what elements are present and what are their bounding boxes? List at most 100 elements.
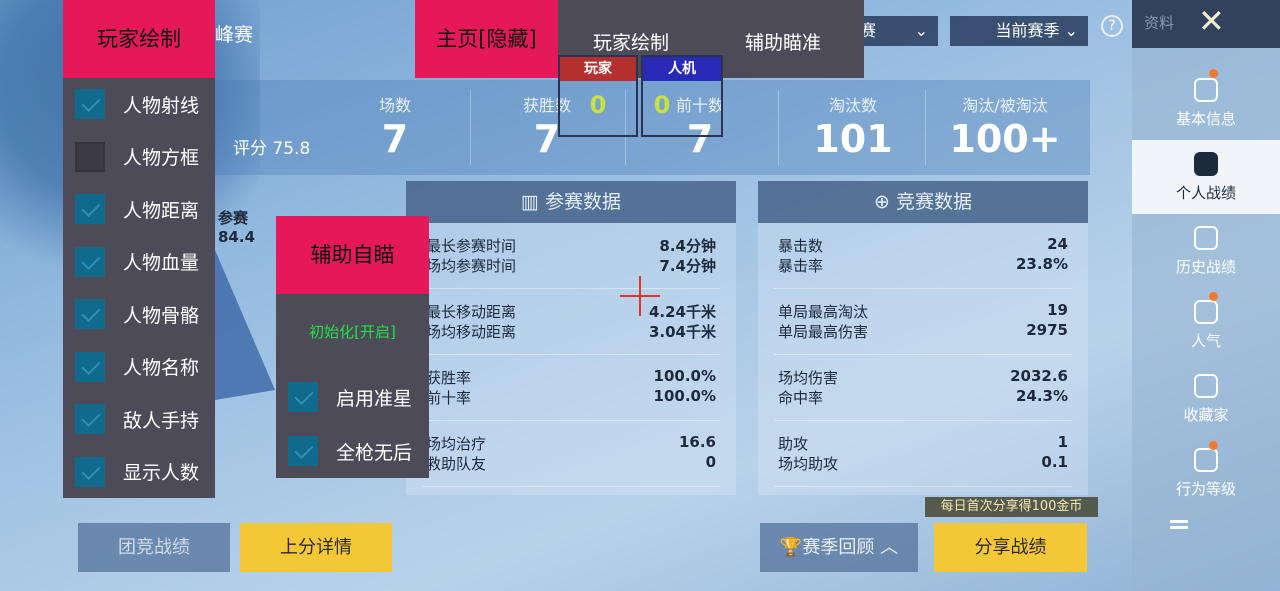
season-dropdown[interactable]: 当前赛季 ⌄ [950, 16, 1088, 46]
stat-value: 7 [686, 117, 714, 161]
chevron-down-icon: ⌄ [914, 21, 928, 40]
stat-name: 单局最高伤害 [778, 323, 869, 341]
sidebar-icon [1194, 226, 1218, 250]
stat-name: 场均移动距离 [426, 323, 517, 341]
toggle-5[interactable]: 人物骨骼 [63, 288, 215, 341]
stat-value: 0.1 [1041, 453, 1068, 471]
stat-value: 100.0% [653, 387, 716, 405]
stat-name: 单局最高淘汰 [778, 303, 869, 321]
esp-menu-title[interactable]: 玩家绘制 [63, 0, 215, 78]
bot-counter: 人机 0 [641, 55, 723, 137]
home-hide-button[interactable]: 主页[隐藏] [415, 0, 558, 78]
share-badge: 每日首次分享得100金币 [925, 497, 1098, 517]
rating: 评分 75.8 [233, 139, 311, 159]
crosshair-icon [639, 276, 641, 316]
stat-value: 7.4分钟 [659, 257, 716, 275]
stat-row: 场均治疗 16.6 救助队友 0 [422, 421, 720, 487]
sidebar-icon [1194, 152, 1218, 176]
stat-name: 命中率 [778, 389, 824, 407]
stat-value: 2032.6 [1010, 367, 1068, 385]
rank-details-button[interactable]: 上分详情 [240, 523, 392, 572]
stat-value: 19 [1047, 301, 1068, 319]
stat-row: 场均伤害 2032.6 命中率 24.3% [774, 355, 1072, 421]
toggle-label: 敌人手持 [123, 409, 200, 432]
stat-name: 最长参赛时间 [426, 237, 517, 255]
toggle-7[interactable]: 敌人手持 [63, 393, 215, 446]
sidebar-item-2[interactable]: 个人战绩 [1132, 140, 1280, 214]
menu-icon[interactable] [1170, 520, 1188, 529]
toggle-8[interactable]: 显示人数 [63, 446, 215, 499]
stat-name: 暴击率 [778, 257, 824, 275]
close-icon[interactable]: ✕ [1198, 2, 1225, 40]
stat-name: 获胜率 [426, 369, 472, 387]
chevron-down-icon: ⌄ [1064, 21, 1078, 40]
stat-row: 最长移动距离 4.24千米 场均移动距离 3.04千米 [422, 289, 720, 355]
stat-value: 2975 [1026, 321, 1068, 339]
checkbox[interactable] [75, 246, 105, 277]
stat-name: 最长移动距离 [426, 303, 517, 321]
aim-status: 初始化[开启] [309, 323, 396, 341]
toggle-1[interactable]: 启用准星 [276, 370, 429, 424]
stat-row: 单局最高淘汰 19 单局最高伤害 2975 [774, 289, 1072, 355]
stat-value: 1 [1057, 433, 1068, 451]
radar-label: 参赛 84.4 [218, 209, 256, 246]
checkbox[interactable] [75, 194, 105, 225]
tab-esp[interactable]: 玩家绘制 [593, 32, 670, 54]
checkbox[interactable] [75, 299, 105, 330]
stat-row: 最长参赛时间 8.4分钟 场均参赛时间 7.4分钟 [422, 223, 720, 289]
sidebar-item-4[interactable]: 人气 [1132, 288, 1280, 362]
aim-menu: 辅助自瞄 初始化[开启] 启用准星 全枪无后 [276, 216, 429, 478]
mode-dropdown-label: 赛 [860, 21, 877, 40]
checkbox[interactable] [75, 89, 105, 120]
stat-name: 前十率 [426, 389, 472, 407]
share-button[interactable]: 分享战绩 [934, 523, 1087, 572]
toggle-2[interactable]: 人物方框 [63, 131, 215, 184]
crosshair-icon: ⊕ [874, 191, 890, 213]
stat-row: 助攻 1 场均助攻 0.1 [774, 421, 1072, 487]
stat-value: 23.8% [1015, 255, 1068, 273]
stat-value: 3.04千米 [648, 323, 716, 341]
sidebar-icon [1194, 374, 1218, 398]
checkbox[interactable] [75, 456, 105, 487]
sidebar-item-5[interactable]: 收藏家 [1132, 362, 1280, 436]
tab-aim[interactable]: 辅助瞄准 [745, 32, 822, 54]
mode-title: 峰赛 [215, 24, 254, 46]
checkbox[interactable] [288, 436, 318, 466]
toggle-2[interactable]: 全枪无后 [276, 424, 429, 478]
stat-value: 8.4分钟 [659, 237, 716, 255]
stat-name: 场均助攻 [778, 455, 839, 473]
sidebar-item-1[interactable]: 基本信息 [1132, 66, 1280, 140]
checkbox[interactable] [75, 351, 105, 382]
participation-panel: ▥ 参赛数据 最长参赛时间 8.4分钟 场均参赛时间 7.4分钟 最长移动距离 4.24千… [406, 181, 736, 495]
stat-name: 救助队友 [426, 455, 487, 473]
bar-chart-icon: ▥ [520, 191, 539, 213]
aim-menu-title[interactable]: 辅助自瞄 [276, 216, 429, 294]
stat-value: 24.3% [1015, 387, 1068, 405]
toggle-label: 人物距离 [123, 199, 200, 222]
stat-name: 助攻 [778, 435, 809, 453]
toggle-4[interactable]: 人物血量 [63, 236, 215, 289]
sidebar-item-6[interactable]: 行为等级 [1132, 436, 1280, 510]
checkbox[interactable] [288, 382, 318, 412]
stat-value: 0 [705, 453, 716, 471]
competition-panel: ⊕ 竞赛数据 暴击数 24 暴击率 23.8% 单局最高淘汰 19 单局最高伤害 2975 场均… [758, 181, 1088, 495]
toggle-label: 人物血量 [123, 252, 200, 275]
toggle-1[interactable]: 人物射线 [63, 78, 215, 131]
season-review-button[interactable]: 🏆赛季回顾 ︿ [760, 523, 918, 572]
trophy-icon: 🏆 [779, 537, 803, 558]
stat-name: 场均治疗 [426, 435, 487, 453]
checkbox[interactable] [75, 404, 105, 435]
toggle-label: 人物骨骼 [123, 304, 200, 327]
toggle-label: 显示人数 [123, 462, 200, 485]
stat-value: 24 [1047, 235, 1068, 253]
mode-dropdown[interactable]: 赛 ⌄ [850, 16, 938, 46]
question-icon[interactable]: ? [1101, 15, 1123, 37]
stats-band: 评分 75.8 场数 7 获胜数 7 前十数 7 淘汰数 101 淘汰/被淘汰 100+ [215, 80, 1090, 175]
toggle-6[interactable]: 人物名称 [63, 341, 215, 394]
stat-label: 淘汰数 [828, 96, 877, 115]
sidebar-item-3[interactable]: 历史战绩 [1132, 214, 1280, 288]
checkbox[interactable] [75, 141, 105, 172]
team-stats-button[interactable]: 团竞战绩 [78, 523, 230, 572]
toggle-3[interactable]: 人物距离 [63, 183, 215, 236]
stat-row: 获胜率 100.0% 前十率 100.0% [422, 355, 720, 421]
